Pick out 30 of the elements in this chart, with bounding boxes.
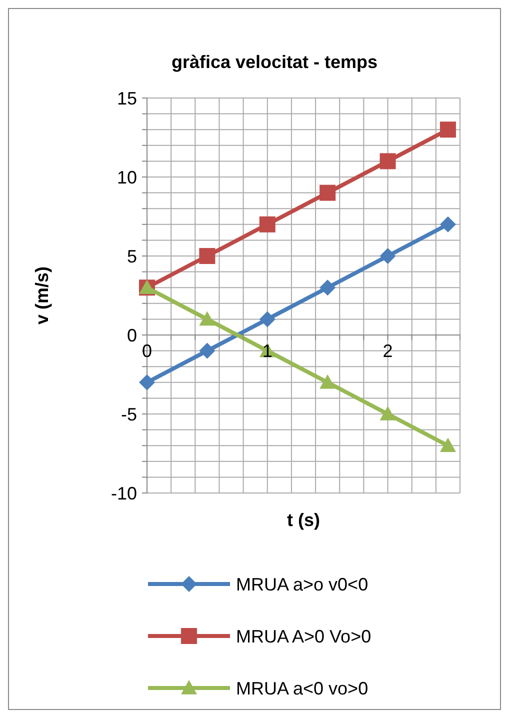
y-tick-label: 15 <box>116 88 137 108</box>
point <box>139 374 155 390</box>
y-axis-title: v (m/s) <box>32 266 52 325</box>
point <box>320 280 336 296</box>
x-axis-title: t (s) <box>287 510 320 530</box>
legend-label: MRUA a<0 vo>0 <box>236 678 368 698</box>
y-tick-label: 5 <box>126 246 137 266</box>
y-tick-label: -5 <box>120 404 137 424</box>
point <box>440 122 456 138</box>
y-tick-label: 0 <box>126 325 137 346</box>
legend-label: MRUA A>0 Vo>0 <box>236 626 372 646</box>
x-tick-label: 1 <box>262 341 272 361</box>
point <box>199 311 216 326</box>
point <box>320 184 336 201</box>
point <box>259 311 276 328</box>
point <box>380 248 396 264</box>
point <box>199 248 216 264</box>
point <box>199 342 216 359</box>
chart-title: gràfica velocitat - temps <box>171 52 378 72</box>
legend-label: MRUA a>o v0<0 <box>236 574 368 594</box>
point <box>440 438 456 452</box>
x-tick-label: 2 <box>382 341 393 361</box>
y-tick-label: 10 <box>116 167 137 188</box>
point <box>259 216 276 232</box>
point <box>380 153 396 170</box>
point <box>380 406 396 420</box>
y-tick-label: -10 <box>110 483 137 504</box>
x-tick-label: 0 <box>142 341 152 361</box>
point <box>320 374 336 389</box>
point <box>440 216 456 232</box>
